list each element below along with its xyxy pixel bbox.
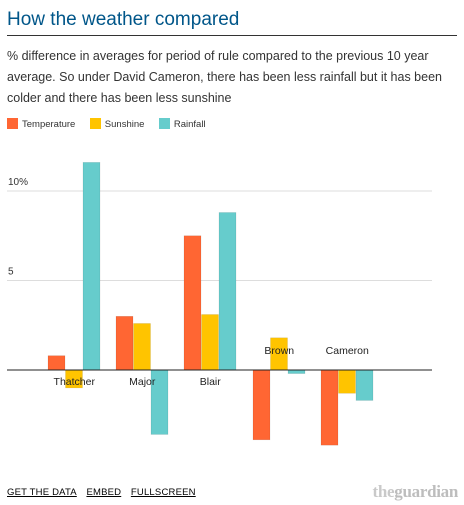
y-tick-label: 5: [8, 267, 14, 278]
bar-blair-temperature: [183, 235, 202, 371]
chart-legend: Temperature Sunshine Rainfall: [7, 115, 216, 130]
bar-cameron-sunshine: [338, 369, 356, 394]
bar-chart: 10% 5 Thatcher Major Blair Brown Cameron: [7, 162, 432, 446]
bar-blair-rainfall: [218, 212, 237, 371]
bar-major-temperature: [115, 316, 134, 371]
legend-label-rainfall: Rainfall: [173, 118, 206, 130]
category-label-major: Major: [129, 376, 156, 388]
legend-item-sunshine: Sunshine: [89, 117, 145, 130]
bar-cameron-temperature: [320, 369, 339, 446]
bar-brown-temperature: [252, 369, 271, 441]
bar-blair-sunshine: [201, 314, 219, 371]
title-divider: [7, 35, 457, 36]
category-label-brown: Brown: [264, 345, 294, 357]
legend-label-sunshine: Sunshine: [104, 118, 145, 130]
legend-item-temperature: Temperature: [7, 117, 76, 130]
logo-prefix: the: [372, 482, 395, 501]
category-labels: Thatcher Major Blair Brown Cameron: [54, 345, 369, 388]
category-label-cameron: Cameron: [326, 345, 369, 357]
logo-name: guardian: [394, 482, 458, 501]
category-label-blair: Blair: [200, 376, 222, 388]
legend-item-rainfall: Rainfall: [158, 117, 206, 130]
fullscreen-link[interactable]: FULLSCREEN: [130, 487, 196, 498]
bar-thatcher-temperature: [47, 355, 66, 371]
chart-title: How the weather compared: [7, 9, 240, 30]
bar-major-sunshine: [133, 323, 151, 371]
bar-thatcher-rainfall: [82, 162, 101, 371]
bar-cameron-rainfall: [355, 369, 374, 401]
footer-links: GET THE DATA EMBED FULLSCREEN: [7, 487, 203, 498]
legend-label-temperature: Temperature: [22, 118, 76, 130]
legend-swatch-sunshine: [89, 117, 101, 129]
embed-link[interactable]: EMBED: [86, 487, 122, 498]
get-the-data-link[interactable]: GET THE DATA: [7, 487, 77, 498]
legend-swatch-rainfall: [158, 117, 170, 129]
bars: [47, 162, 374, 446]
bar-brown-rainfall: [287, 369, 306, 374]
chart-description: % difference in averages for period of r…: [7, 49, 442, 105]
legend-swatch-temperature: [7, 117, 18, 129]
guardian-logo: theguardian: [373, 482, 459, 502]
category-label-thatcher: Thatcher: [54, 376, 96, 388]
y-tick-label: 10%: [8, 177, 28, 188]
